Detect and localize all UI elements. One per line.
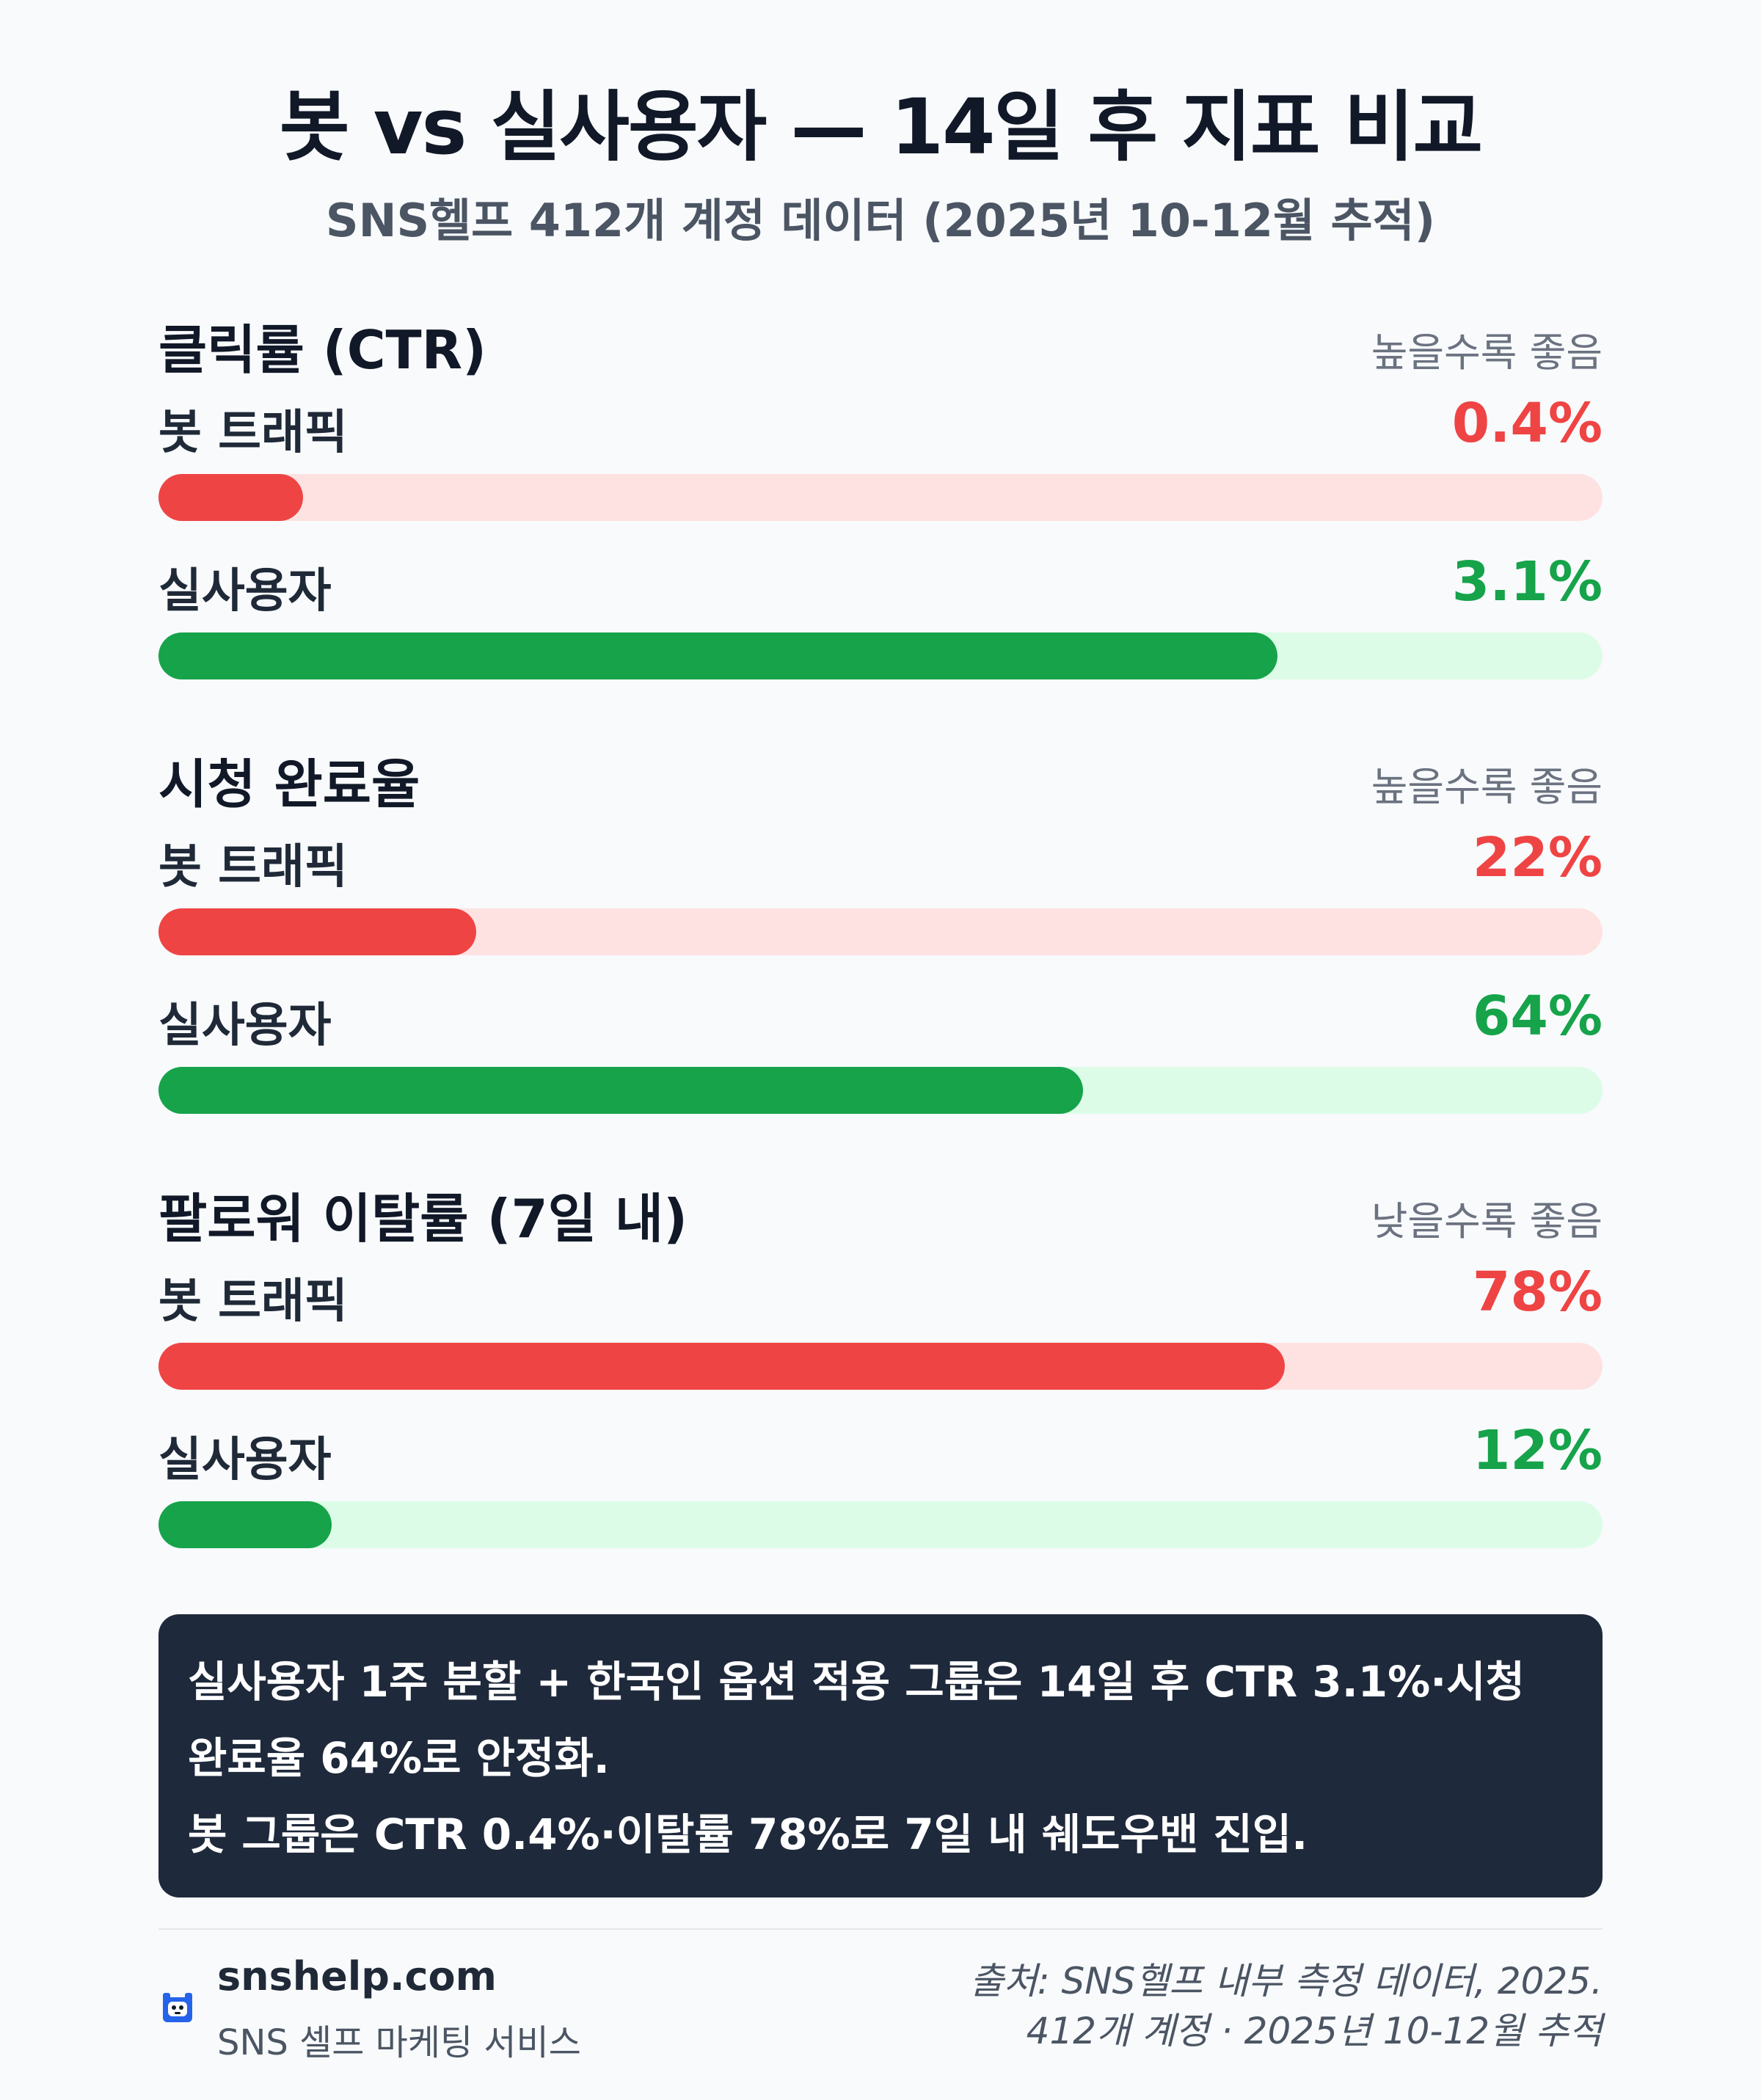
bar (158, 1067, 1083, 1114)
footer-divider (158, 1928, 1603, 1930)
bar-value-label: 0.4% (1451, 392, 1603, 455)
bar-track (158, 908, 1603, 955)
bar-track (158, 1067, 1603, 1114)
summary-box: 실사용자 1주 분할 + 한국인 옵션 적용 그룹은 14일 후 CTR 3.1… (158, 1614, 1603, 1897)
mascot-icon (163, 1993, 192, 2022)
bar-row-bot: 봇 트래픽 22% (158, 826, 1603, 988)
bar-row-bot: 봇 트래픽 0.4% (158, 392, 1603, 553)
metric-title: 클릭률 (CTR) (158, 319, 486, 381)
bar-row-real: 실사용자 12% (158, 1419, 1603, 1581)
bar-label: 봇 트래픽 (158, 406, 348, 460)
bar-row-real: 실사용자 64% (158, 985, 1603, 1146)
bar (158, 1343, 1286, 1390)
page-subtitle: SNS헬프 412개 계정 데이터 (2025년 10-12월 추적) (325, 194, 1436, 247)
bar-value-label: 78% (1472, 1261, 1603, 1324)
bar-label: 봇 트래픽 (158, 1275, 348, 1329)
summary-line: 완료율 64%로 안정화. (188, 1733, 610, 1783)
metric-ctr: 클릭률 (CTR) 높을수록 좋음 봇 트래픽 0.4% 실사용자 3.1% (158, 307, 1603, 712)
metric-title: 시청 완료율 (158, 754, 420, 815)
bar-track (158, 1501, 1603, 1548)
brand-name[interactable]: snshelp.com (217, 1953, 497, 1999)
bar-label: 실사용자 (158, 564, 332, 619)
page-title: 봇 vs 실사용자 — 14일 후 지표 비교 (279, 82, 1483, 172)
summary-line: 실사용자 1주 분할 + 한국인 옵션 적용 그룹은 14일 후 CTR 3.1… (188, 1657, 1525, 1707)
bar-label: 봇 트래픽 (158, 840, 348, 894)
bar-label: 실사용자 (158, 999, 332, 1053)
summary-line: 봇 그룹은 CTR 0.4%·이탈률 78%로 7일 내 쉐도우밴 진입. (188, 1809, 1308, 1859)
source-line: 412개 계정 · 2025년 10-12월 추적 (1026, 2010, 1603, 2052)
bar-value-label: 3.1% (1451, 550, 1603, 613)
metric-hint: 높을수록 좋음 (1371, 329, 1603, 376)
bar-row-bot: 봇 트래픽 78% (158, 1261, 1603, 1422)
bar-value-label: 64% (1472, 985, 1603, 1048)
source-note: 출처: SNS헬프 내부 측정 데이터, 2025. 412개 계정 · 202… (970, 1956, 1603, 2056)
bar-row-real: 실사용자 3.1% (158, 550, 1603, 712)
brand-tagline: SNS 셀프 마케팅 서비스 (217, 2022, 581, 2063)
metric-hint: 낮을수록 좋음 (1371, 1198, 1603, 1244)
bar-label: 실사용자 (158, 1433, 332, 1487)
bar-track (158, 632, 1603, 679)
bar (158, 1501, 332, 1548)
bar-value-label: 22% (1472, 826, 1603, 889)
bar-track (158, 474, 1603, 521)
bar (158, 632, 1278, 679)
source-line: 출처: SNS헬프 내부 측정 데이터, 2025. (969, 1960, 1603, 2002)
bar (158, 474, 303, 521)
metric-churn: 팔로워 이탈률 (7일 내) 낮을수록 좋음 봇 트래픽 78% 실사용자 12… (158, 1175, 1603, 1581)
metric-hint: 높을수록 좋음 (1371, 764, 1603, 810)
bar (158, 908, 476, 955)
metric-completion: 시청 완료율 높을수록 좋음 봇 트래픽 22% 실사용자 64% (158, 741, 1603, 1146)
bar-value-label: 12% (1472, 1419, 1603, 1482)
bar-track (158, 1343, 1603, 1390)
metric-title: 팔로워 이탈률 (7일 내) (158, 1188, 688, 1250)
